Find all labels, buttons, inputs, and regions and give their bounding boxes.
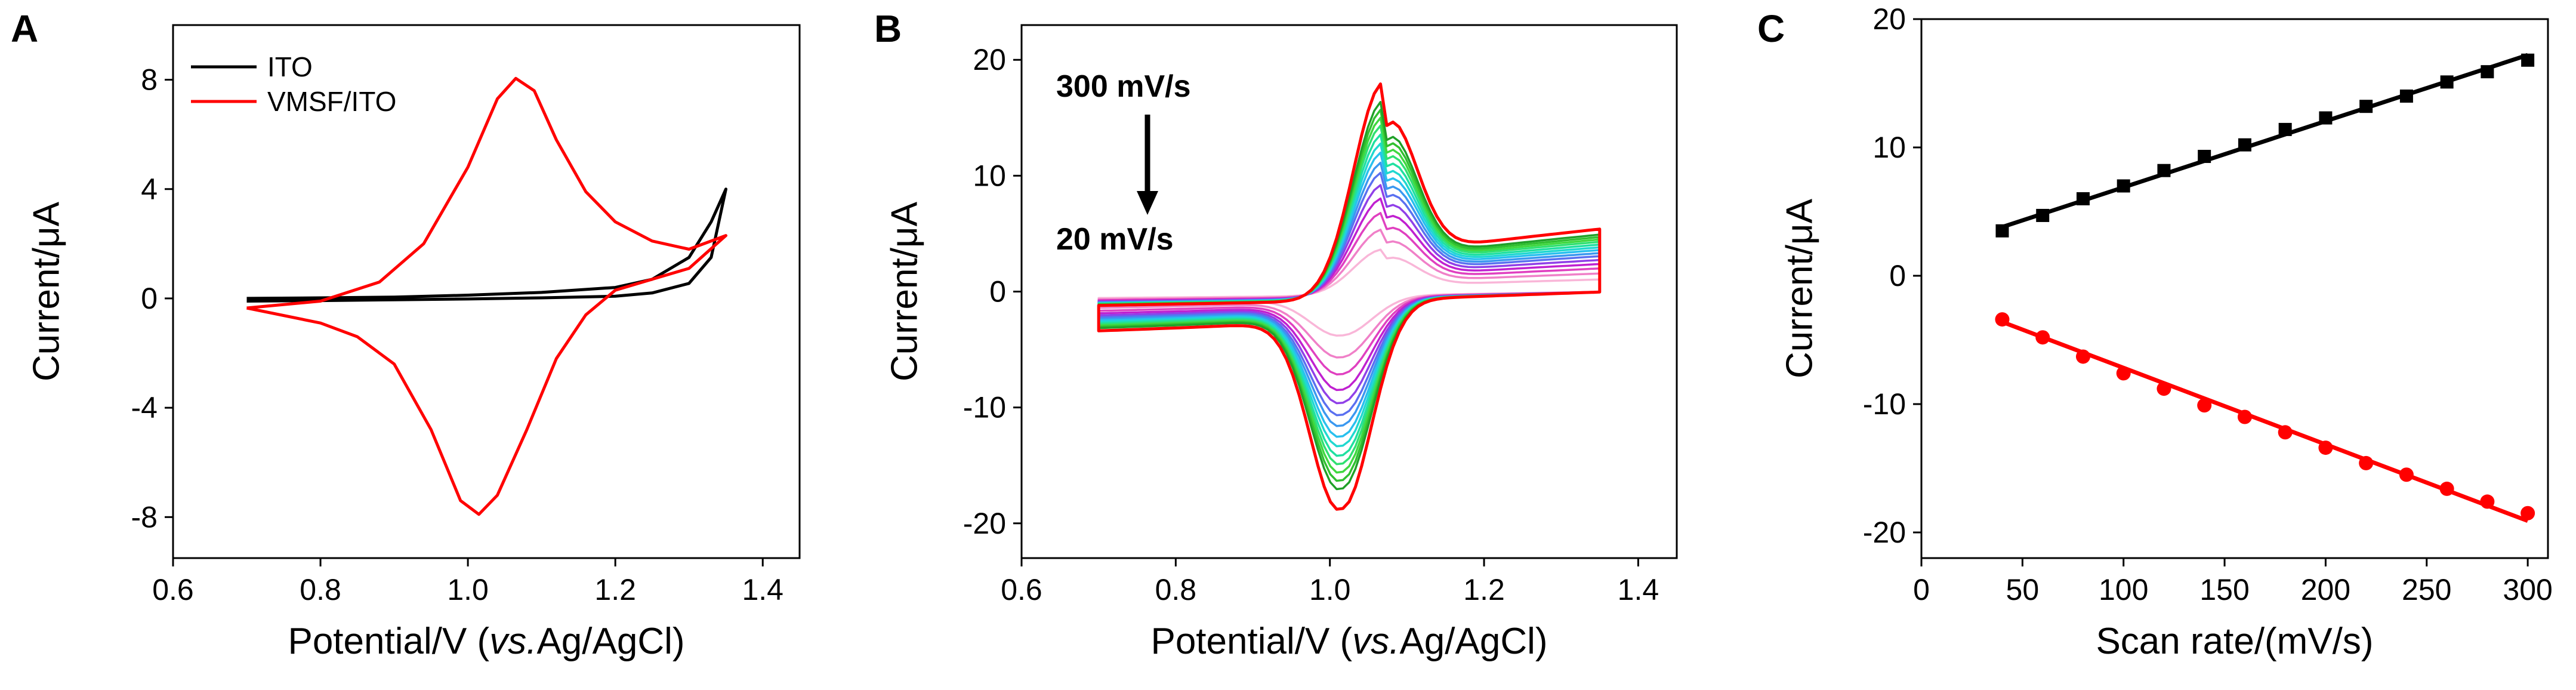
plot-frame [172,24,801,559]
y-tick-label: 10 [973,159,1006,192]
data-point-cathodic [2521,506,2535,520]
data-point-cathodic [2359,455,2374,470]
y-tick-label: -4 [131,391,158,424]
y-tick-label: 4 [141,172,158,206]
x-tick-label: 0.8 [300,573,341,606]
arrow-head [1137,191,1158,215]
data-point-anodic [2359,100,2373,113]
panel-b: B 0.6 0.8 1.0 1.2 1.4 -20 -10 0 10 20 Current/μA Pot… [874,7,1678,662]
y-tick-label: 20 [1872,2,1906,36]
y-axis-label: Current/μA [884,201,925,381]
data-point-cathodic [2035,330,2050,345]
data-point-anodic [2319,111,2333,125]
data-point-anodic [1995,224,2009,238]
cv-curve [1097,82,1602,511]
x-tick-label: 1.4 [742,573,783,606]
y-tick-label: -20 [963,507,1006,540]
x-tick-label: 0.6 [1001,573,1042,606]
y-tick-label: -8 [131,500,158,534]
x-tick-label: 200 [2301,573,2350,606]
x-axis-label-italic: vs. [489,621,536,662]
annotation-top: 300 mV/s [1056,69,1191,104]
y-axis-label: Current/μA [26,201,67,381]
data-point-cathodic [2157,381,2171,396]
legend-label: VMSF/ITO [267,86,396,117]
y-tick-label: -20 [1863,516,1906,549]
x-axis-label: Potential/V (vs.Ag/AgCl) [288,621,684,662]
data-point-anodic [2481,65,2494,79]
series-line-ito [246,187,727,303]
data-point-cathodic [2237,409,2252,424]
data-point-anodic [2440,75,2454,89]
x-axis-label-rest: Ag/AgCl) [536,621,684,662]
data-point-cathodic [1995,312,2010,327]
x-tick-label: 150 [2199,573,2249,606]
plot-area [246,76,727,516]
x-tick-label: 250 [2402,573,2451,606]
y-tick-label: 0 [989,275,1006,309]
data-point-anodic [2238,138,2251,152]
y-tick-label: -10 [963,391,1006,424]
data-point-cathodic [2197,398,2212,413]
x-tick-label: 0.6 [152,573,194,606]
panel-letter: A [11,7,38,50]
scan-rate-annotation: 300 mV/s 20 mV/s [1056,69,1191,257]
x-tick-label: 1.0 [447,573,489,606]
x-axis-label: Scan rate/(mV/s) [2096,621,2373,662]
y-tick-label: 20 [973,43,1006,76]
data-point-cathodic [2075,349,2090,364]
x-tick-label: 1.0 [1309,573,1351,606]
legend-label: ITO [267,51,313,82]
y-tick-label: 0 [141,282,158,315]
panel-a: A 0.6 0.8 1.0 1.2 1.4 -8 -4 0 4 8 Current/μA Potenti… [11,7,801,662]
data-point-cathodic [2116,366,2131,381]
fit-line-anodic [2001,53,2529,229]
y-tick-label: 0 [1889,259,1906,292]
x-tick-label: 300 [2503,573,2552,606]
x-axis-label: Potential/V (vs.Ag/AgCl) [1150,621,1547,662]
y-tick-label: 10 [1872,131,1906,164]
data-point-anodic [2278,122,2292,136]
x-axis-label-rest: Ag/AgCl) [1399,621,1547,662]
panel-c: C 0 50 100 150 200 250 300 -20 -10 0 10 20 Current/μA… [1757,2,2553,662]
x-axis-label-italic: vs. [1352,621,1399,662]
data-point-cathodic [2278,425,2293,440]
legend: ITO VMSF/ITO [191,51,396,117]
data-point-cathodic [2439,481,2454,496]
data-point-anodic [2157,164,2171,177]
annotation-bottom: 20 mV/s [1056,222,1174,257]
y-axis-label: Current/μA [1779,198,1820,378]
data-point-anodic [2521,53,2535,67]
plot-area [1097,82,1602,511]
x-tick-label: 100 [2099,573,2148,606]
x-axis-label-main: Potential/V ( [1150,621,1352,662]
panel-letter: C [1757,7,1785,50]
x-axis-label-main: Potential/V ( [288,621,489,662]
plot-frame [1920,18,2549,559]
x-tick-label: 0 [1913,573,1930,606]
data-point-anodic [2399,90,2413,103]
x-tick-label: 1.4 [1618,573,1659,606]
y-tick-label: -10 [1863,387,1906,421]
y-tick-label: 8 [141,63,158,97]
x-tick-label: 50 [2006,573,2040,606]
x-tick-label: 1.2 [594,573,636,606]
data-point-anodic [2117,179,2130,193]
data-point-anodic [2076,192,2090,205]
data-point-anodic [2198,150,2211,164]
series-line-vmsf-ito [246,76,727,516]
panel-letter: B [874,7,902,50]
data-point-cathodic [2399,467,2414,482]
x-tick-label: 0.8 [1155,573,1197,606]
data-point-cathodic [2480,494,2495,509]
data-point-cathodic [2318,441,2333,455]
plot-area [1995,53,2535,523]
data-point-anodic [2036,208,2050,222]
x-tick-label: 1.2 [1463,573,1505,606]
